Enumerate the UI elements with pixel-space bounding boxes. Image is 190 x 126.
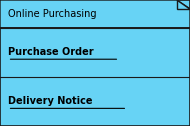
- Polygon shape: [177, 0, 190, 9]
- Text: Delivery Notice: Delivery Notice: [8, 96, 92, 106]
- Text: Purchase Order: Purchase Order: [8, 47, 93, 57]
- Polygon shape: [0, 0, 190, 28]
- Text: Online Purchasing: Online Purchasing: [8, 9, 96, 19]
